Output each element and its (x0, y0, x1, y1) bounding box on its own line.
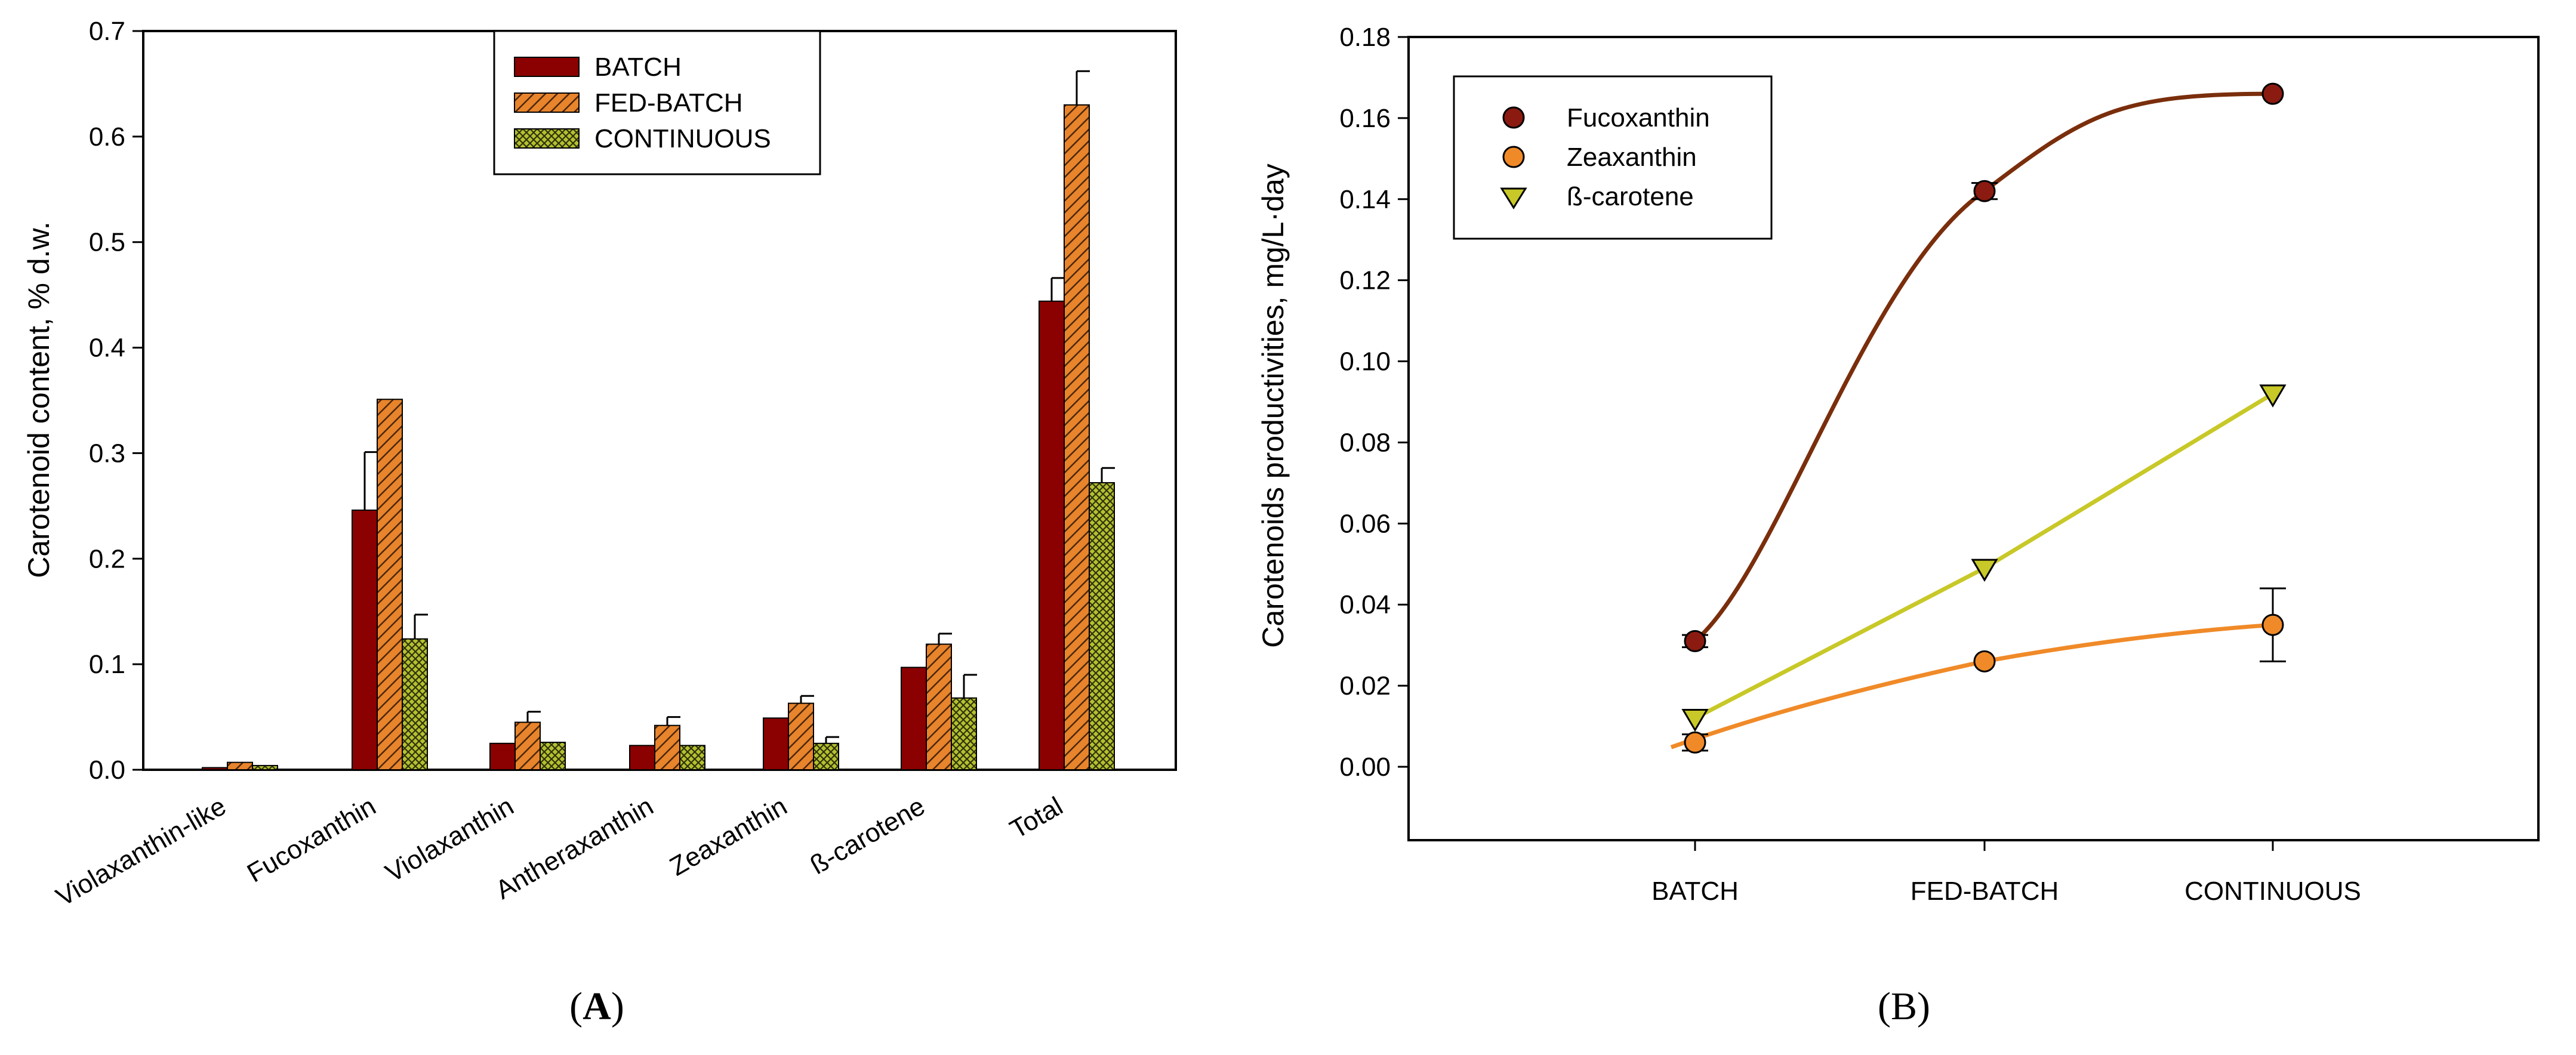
chart-a-y-tick-label: 0.5 (89, 228, 125, 257)
bar-continuous-antheraxanthin (679, 745, 705, 771)
chart-a-y-tick-label: 0.3 (89, 439, 125, 468)
chart-a: 0.0 0.1 0.2 0.3 0.4 0.5 0.6 0.7 Violaxanthin-li… (22, 17, 1177, 912)
legend-label-batch: BATCH (594, 53, 682, 82)
panel-label-b: (B) (1878, 985, 1930, 1028)
legend-label-fucoxanthin: Fucoxanthin (1567, 103, 1710, 132)
chart-b-y-tick-label: 0.12 (1339, 266, 1391, 295)
bar-continuous-violaxanthin-like (252, 764, 278, 770)
bar-batch-antheraxanthin (629, 745, 655, 771)
legend-swatch-continuous (514, 128, 580, 149)
panel-label-a: (A) (569, 985, 624, 1028)
bar-batch-total (1039, 300, 1065, 770)
chart-b-y-tick-label: 0.10 (1339, 347, 1391, 377)
bar-continuous-beta-carotene (951, 697, 977, 771)
chart-a-y-tick-label: 0.1 (89, 650, 125, 679)
chart-b-y-axis-title: Carotenoids productivities, mg/L·day (1256, 164, 1290, 648)
chart-b-legend: Fucoxanthin Zeaxanthin ß-carotene (1453, 75, 1773, 240)
bar-fed-batch-total (1064, 104, 1090, 770)
chart-a-x-tick-label: ß-carotene (805, 791, 930, 880)
panel-label-a-letter: A (583, 985, 611, 1028)
point-fucoxanthin-continuous (2261, 82, 2284, 105)
point-beta-carotene-fed-batch (1971, 559, 1998, 582)
bar-continuous-total (1089, 482, 1115, 770)
chart-a-y-tick-label: 0.4 (89, 334, 125, 363)
legend-marker-beta-carotene (1500, 187, 1527, 209)
chart-b-y-tick-label: 0.14 (1339, 185, 1391, 214)
bar-fed-batch-antheraxanthin (654, 724, 680, 770)
legend-swatch-fed-batch (514, 92, 580, 113)
point-fucoxanthin-batch (1684, 630, 1706, 652)
bar-batch-beta-carotene (901, 667, 927, 771)
point-beta-carotene-batch (1681, 708, 1709, 732)
chart-a-bars (202, 70, 1115, 771)
chart-b-plot-frame (1407, 36, 2540, 841)
chart-a-y-tick-label: 0.6 (89, 122, 125, 152)
legend-label-zeaxanthin: Zeaxanthin (1567, 143, 1697, 172)
chart-b: 0.00 0.02 0.04 0.06 0.08 0.10 0.12 0.14 0.16 0.18… (1256, 23, 2540, 906)
chart-a-x-tick-label: Violaxanthin-like (51, 791, 231, 912)
bar-batch-violaxanthin (489, 742, 516, 771)
chart-a-x-tick-label: Fucoxanthin (242, 791, 381, 888)
bar-fed-batch-violaxanthin (514, 721, 541, 771)
chart-b-y-axis: 0.00 0.02 0.04 0.06 0.08 0.10 0.12 0.14 0.16 0.18 (1339, 23, 1409, 782)
panel-label-a-open: ( (569, 985, 583, 1028)
point-fucoxanthin-fed-batch (1973, 180, 1996, 202)
chart-b-x-axis: BATCH FED-BATCH CONTINUOUS (1651, 840, 2361, 906)
legend-marker-fucoxanthin (1502, 106, 1525, 129)
chart-a-y-axis-title: Carotenoid content, % d.w. (22, 221, 56, 578)
chart-a-x-tick-label: Total (1005, 791, 1068, 844)
bar-fed-batch-beta-carotene (926, 643, 952, 771)
legend-swatch-batch (514, 57, 580, 77)
chart-a-x-tick-label: Antheraxanthin (491, 791, 658, 905)
bar-fed-batch-zeaxanthin (788, 702, 814, 770)
point-zeaxanthin-fed-batch (1973, 650, 1996, 673)
bar-continuous-zeaxanthin (813, 742, 839, 771)
chart-a-y-axis: 0.0 0.1 0.2 0.3 0.4 0.5 0.6 0.7 (89, 17, 143, 785)
chart-b-y-tick-label: 0.08 (1339, 428, 1391, 457)
series-line-fucoxanthin (1693, 91, 2273, 643)
bar-batch-violaxanthin-like (202, 767, 228, 771)
chart-a-x-tick-label: Zeaxanthin (665, 791, 792, 881)
chart-b-y-tick-label: 0.00 (1339, 752, 1391, 782)
bar-fed-batch-fucoxanthin (377, 399, 403, 770)
legend-label-continuous: CONTINUOUS (594, 124, 771, 153)
point-zeaxanthin-continuous (2261, 613, 2284, 636)
chart-b-y-tick-label: 0.02 (1339, 671, 1391, 701)
chart-b-x-tick-label: CONTINUOUS (2184, 877, 2361, 906)
chart-b-y-tick-label: 0.06 (1339, 509, 1391, 538)
chart-a-y-tick-label: 0.7 (89, 17, 125, 46)
bar-batch-zeaxanthin (763, 717, 789, 770)
bar-batch-fucoxanthin (352, 509, 378, 771)
chart-a-x-tick-label: Violaxanthin (381, 791, 519, 888)
chart-a-legend: BATCH FED-BATCH CONTINUOUS (493, 30, 821, 175)
chart-b-y-tick-label: 0.16 (1339, 104, 1391, 133)
point-zeaxanthin-batch (1684, 731, 1706, 754)
bar-continuous-violaxanthin (540, 742, 566, 770)
chart-b-points (1681, 82, 2287, 754)
bar-fed-batch-violaxanthin-like (227, 761, 253, 770)
chart-a-y-tick-label: 0.0 (89, 755, 125, 785)
chart-b-y-tick-label: 0.04 (1339, 590, 1391, 619)
legend-label-beta-carotene: ß-carotene (1567, 182, 1694, 211)
chart-b-x-tick-label: BATCH (1651, 877, 1739, 906)
chart-b-x-tick-label: FED-BATCH (1911, 877, 2059, 906)
legend-marker-zeaxanthin (1502, 146, 1525, 168)
bar-continuous-fucoxanthin (402, 638, 428, 770)
point-beta-carotene-continuous (2259, 384, 2287, 408)
chart-a-y-tick-label: 0.2 (89, 544, 125, 573)
panel-label-a-close: ) (611, 985, 624, 1028)
legend-label-fed-batch: FED-BATCH (594, 88, 743, 118)
chart-b-y-tick-label: 0.18 (1339, 23, 1391, 52)
chart-a-x-axis: Violaxanthin-like Fucoxanthin Violaxanthin… (51, 791, 1068, 912)
